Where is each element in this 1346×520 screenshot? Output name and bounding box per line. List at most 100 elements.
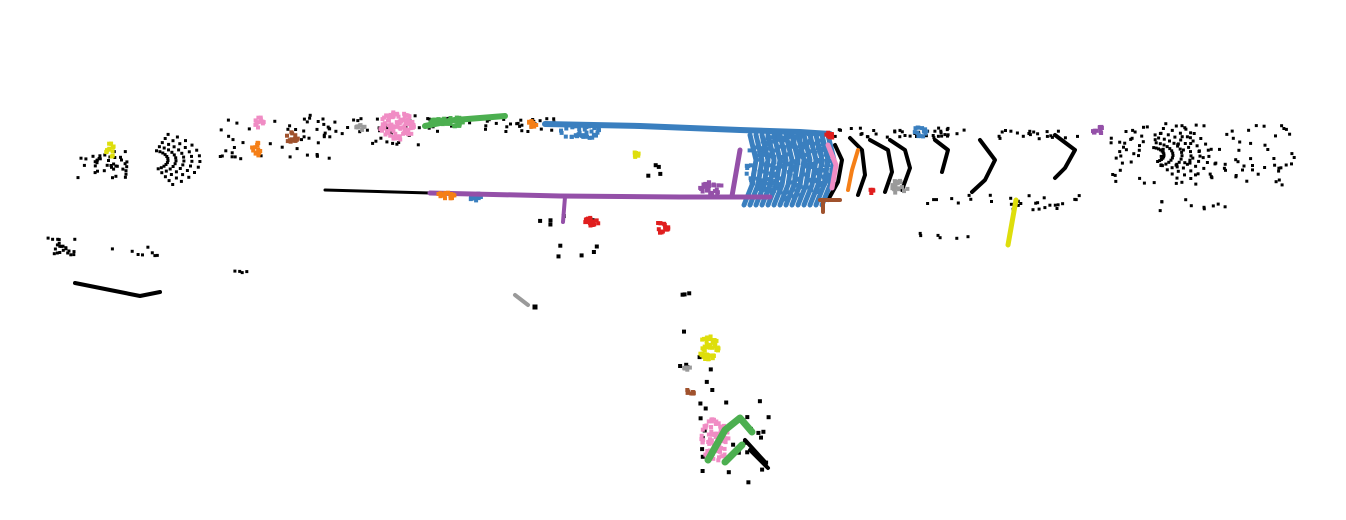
- unlabeled-point: [1077, 194, 1081, 198]
- segment-pink: [258, 117, 263, 122]
- segment-green: [450, 118, 455, 123]
- segment-green: [442, 116, 447, 121]
- unlabeled-point: [302, 129, 306, 133]
- unlabeled-point: [1158, 159, 1162, 163]
- unlabeled-point: [761, 429, 766, 434]
- unlabeled-point: [184, 139, 187, 143]
- unlabeled-point: [112, 162, 116, 166]
- unlabeled-point: [163, 137, 167, 140]
- segment-blue: [808, 164, 813, 169]
- segment-pink: [709, 425, 714, 430]
- unlabeled-point: [436, 129, 439, 133]
- segment-brown: [290, 131, 295, 136]
- segment-blue: [759, 178, 764, 183]
- segment-blue: [763, 145, 768, 150]
- unlabeled-point: [1124, 130, 1128, 133]
- segment-pink: [706, 432, 711, 437]
- unlabeled-point: [181, 173, 185, 177]
- unlabeled-point: [187, 175, 191, 179]
- segment-yellow: [704, 355, 709, 360]
- unlabeled-point: [159, 166, 163, 170]
- unlabeled-point: [1202, 166, 1206, 170]
- segment-purple: [427, 190, 773, 200]
- unlabeled-point: [969, 197, 973, 201]
- segment-green: [447, 118, 452, 122]
- segment-blue: [774, 183, 779, 188]
- segment-blue: [805, 158, 809, 163]
- unlabeled-point: [124, 172, 128, 176]
- segment-pink: [379, 126, 384, 131]
- segment-blue: [806, 167, 811, 172]
- unlabeled-point: [1037, 137, 1041, 141]
- segment-blue: [778, 190, 783, 195]
- segment-blue: [923, 131, 928, 136]
- unlabeled-point: [240, 271, 244, 275]
- unlabeled-point: [385, 126, 389, 130]
- segment-gray: [360, 127, 365, 132]
- segment-pink: [709, 429, 714, 434]
- unlabeled-point: [1189, 204, 1193, 208]
- segment-blue: [818, 181, 823, 185]
- segment-gray: [905, 186, 910, 191]
- unlabeled-point: [1192, 132, 1196, 135]
- unlabeled-point: [175, 135, 179, 139]
- unlabeled-point: [167, 148, 170, 152]
- unlabeled-point: [180, 151, 184, 155]
- segment-blue: [802, 172, 807, 177]
- unlabeled-point: [1189, 154, 1193, 158]
- segment-blue: [786, 142, 790, 147]
- unlabeled-point: [340, 132, 344, 136]
- segment-green: [454, 115, 459, 120]
- segment-yellow: [110, 144, 115, 149]
- segment-blue: [760, 139, 765, 144]
- segment-blue: [745, 166, 750, 170]
- unlabeled-point: [1019, 202, 1023, 205]
- unlabeled-point: [1037, 207, 1041, 211]
- unlabeled-point: [1263, 166, 1267, 169]
- segment-green: [441, 120, 446, 125]
- unlabeled-point: [1205, 161, 1209, 164]
- unlabeled-point: [172, 145, 176, 149]
- unlabeled-point: [1123, 141, 1127, 145]
- segment-blue: [817, 175, 822, 180]
- unlabeled-point: [121, 167, 125, 171]
- unlabeled-point: [962, 128, 966, 132]
- segment-yellow: [700, 346, 705, 351]
- segment-pink: [404, 127, 409, 132]
- unlabeled-point: [1194, 123, 1198, 127]
- segment-pink: [256, 115, 261, 120]
- unlabeled-point: [1179, 157, 1183, 161]
- unlabeled-point: [326, 125, 330, 129]
- unlabeled-point: [177, 148, 181, 152]
- segment-blue: [798, 196, 803, 201]
- segment-pink: [380, 128, 384, 133]
- segment-green: [459, 119, 464, 124]
- unlabeled-point: [1109, 136, 1113, 140]
- segment-brown: [285, 133, 289, 138]
- segment-red: [663, 224, 668, 229]
- segment-yellow: [109, 141, 113, 146]
- segment-blue: [802, 145, 807, 150]
- unlabeled-point: [123, 175, 127, 179]
- segment-red: [871, 188, 876, 193]
- segment-blue: [764, 177, 769, 181]
- unlabeled-point: [374, 139, 378, 143]
- unlabeled-point: [1164, 122, 1168, 126]
- segment-blue: [817, 138, 822, 143]
- unlabeled-point: [379, 136, 383, 140]
- segment-blue: [774, 165, 779, 170]
- segment-blue: [767, 140, 771, 145]
- unlabeled-point: [1199, 137, 1203, 140]
- unlabeled-point: [545, 117, 549, 121]
- segment-blue: [771, 181, 776, 186]
- segment-blue: [798, 138, 802, 143]
- unlabeled-point: [141, 253, 144, 257]
- unlabeled-point: [123, 162, 127, 166]
- unlabeled-point: [161, 151, 165, 155]
- segment-blue: [751, 181, 756, 186]
- segment-blue: [918, 134, 923, 139]
- unlabeled-point: [76, 176, 80, 180]
- unlabeled-point: [1159, 154, 1163, 158]
- segment-gray: [890, 183, 895, 188]
